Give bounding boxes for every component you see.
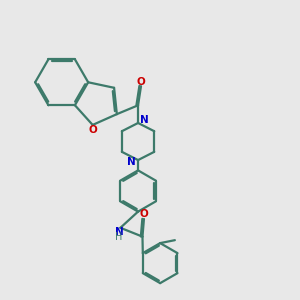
Text: N: N (115, 227, 123, 237)
Text: O: O (136, 77, 146, 87)
Text: N: N (127, 158, 136, 167)
Text: H: H (115, 232, 123, 242)
Text: N: N (140, 115, 149, 125)
Text: O: O (140, 209, 148, 219)
Text: O: O (88, 125, 97, 135)
